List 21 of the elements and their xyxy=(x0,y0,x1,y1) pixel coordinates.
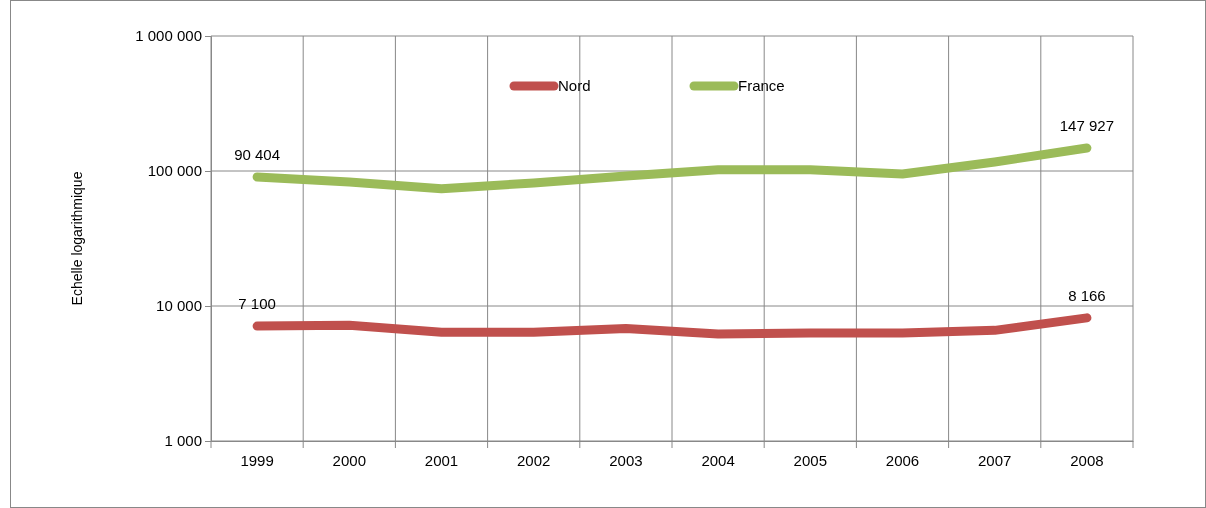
x-tick-label: 2006 xyxy=(885,451,920,469)
x-tick-label: 2007 xyxy=(978,451,1012,469)
x-tick-label: 1999 xyxy=(240,451,274,469)
x-tick-label: 2005 xyxy=(793,451,827,469)
y-axis-title: Echelle logarithmique xyxy=(69,171,85,306)
data-label: 7 100 xyxy=(238,295,276,313)
x-tick-label: 2004 xyxy=(701,451,735,469)
y-tick-label: 1 000 xyxy=(164,432,202,450)
y-tick-label: 100 000 xyxy=(147,162,202,180)
x-tick-label: 2001 xyxy=(424,451,459,469)
legend-label: France xyxy=(738,77,785,94)
x-tick-label: 2000 xyxy=(332,451,366,469)
x-tick-label: 2002 xyxy=(517,451,551,469)
legend-label: Nord xyxy=(558,77,591,94)
data-label: 8 166 xyxy=(1068,286,1106,304)
data-label: 147 927 xyxy=(1059,117,1115,135)
x-tick-label: 2008 xyxy=(1070,451,1104,469)
x-tick-label: 2003 xyxy=(609,451,643,469)
data-label: 90 404 xyxy=(234,145,281,163)
y-tick-label: 1 000 000 xyxy=(135,27,202,45)
y-tick-label: 10 000 xyxy=(156,297,202,315)
